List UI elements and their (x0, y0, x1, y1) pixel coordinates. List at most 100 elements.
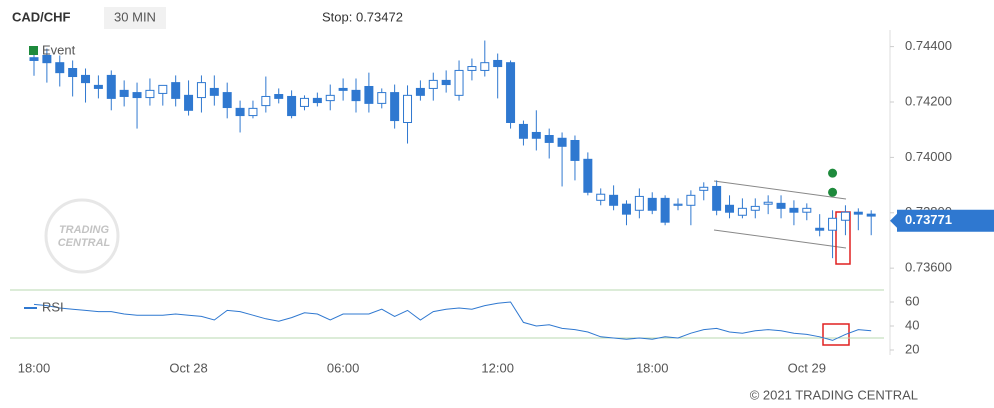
stop-level: Stop: 0.73472 (322, 9, 403, 24)
candle-body (647, 197, 657, 211)
candle-body (454, 69, 464, 96)
event-marker (828, 168, 838, 178)
watermark-ring (44, 198, 120, 274)
channel-line (713, 229, 847, 249)
candle-body (686, 194, 696, 206)
interval-box (104, 7, 166, 29)
candle-body (441, 79, 451, 86)
rsi-line (33, 301, 872, 341)
candle-body (493, 59, 503, 68)
candle-body (145, 89, 155, 99)
candle-body (274, 94, 284, 99)
candle-body (802, 207, 812, 213)
candle-body (364, 85, 374, 104)
legend-swatch (29, 46, 38, 55)
copyright: © 2021 TRADING CENTRAL (750, 387, 918, 402)
candle-body (583, 158, 593, 193)
watermark-text: CENTRAL (58, 237, 111, 249)
candle-body (737, 207, 747, 216)
candle-body (93, 84, 103, 89)
x-tick-label: 18:00 (636, 360, 669, 375)
candle-body (377, 92, 387, 104)
candle-body (132, 92, 142, 99)
candle-body (261, 95, 271, 107)
candle-body (158, 84, 168, 94)
y-tick-label: 0.74000 (905, 149, 952, 164)
candle-body (325, 94, 335, 102)
candle-body (55, 62, 65, 74)
candle-body (209, 87, 219, 96)
x-tick-label: 06:00 (327, 360, 360, 375)
candle-body (596, 193, 606, 201)
candle-body (866, 213, 876, 217)
candle-body (763, 201, 773, 205)
candle-body (29, 57, 39, 61)
candle-body (248, 107, 258, 117)
candle-body (235, 107, 245, 117)
candle-body (544, 135, 554, 143)
candle-body (480, 62, 490, 71)
candle-body (853, 211, 863, 215)
candle-body (42, 54, 52, 64)
candle-body (506, 62, 516, 123)
y-tick-label: 0.73600 (905, 260, 952, 275)
watermark-text: TRADING (59, 224, 110, 236)
watermark: TRADING CENTRAL (44, 198, 120, 274)
candle-body (776, 202, 786, 209)
candle-body (840, 211, 850, 221)
candle-body (518, 123, 528, 139)
candle-body (789, 207, 799, 213)
candle-body (184, 94, 194, 111)
candle-body (390, 92, 400, 122)
candle-body (403, 94, 413, 123)
candle-body (68, 67, 78, 78)
candle-body (750, 205, 760, 211)
x-tick-label: 18:00 (18, 360, 51, 375)
legend-label: Event (42, 42, 76, 57)
last-price-box (890, 209, 994, 232)
candle-body (287, 95, 297, 117)
candle-body (725, 204, 735, 213)
legend-label: RSI (42, 299, 64, 314)
interval: 30 MIN (114, 9, 156, 24)
last-price-label: 0.73771 (905, 212, 952, 227)
symbol: CAD/CHF (12, 9, 71, 24)
channel-line (713, 180, 847, 200)
candle-body (196, 82, 206, 99)
candle-body (351, 89, 361, 102)
candle-body (712, 185, 722, 211)
candle-body (81, 74, 91, 84)
y-tick-label: 40 (905, 317, 919, 332)
event-marker (828, 187, 838, 197)
y-tick-label: 0.74200 (905, 93, 952, 108)
candle-body (106, 74, 116, 99)
candle-body (119, 89, 129, 97)
highlight-box (822, 323, 850, 346)
candle-body (828, 217, 838, 231)
y-tick-label: 60 (905, 293, 919, 308)
y-tick-label: 0.74400 (905, 38, 952, 53)
candle-body (621, 203, 631, 215)
candle-body (634, 195, 644, 211)
x-tick-label: Oct 29 (788, 360, 826, 375)
candle-body (557, 137, 567, 147)
candle-body (338, 87, 348, 91)
candle-body (609, 194, 619, 206)
candle-body (312, 97, 322, 104)
candle-body (699, 186, 709, 191)
y-tick-label: 20 (905, 341, 919, 356)
candle-body (428, 79, 438, 89)
candle-body (171, 82, 181, 99)
candle-body (415, 87, 425, 96)
candle-body (222, 92, 232, 109)
candle-body (531, 131, 541, 139)
candle-body (299, 97, 309, 107)
x-tick-label: Oct 28 (169, 360, 207, 375)
candle-body (660, 197, 670, 223)
candle-body (673, 203, 683, 206)
candle-body (815, 227, 825, 231)
x-tick-label: 12:00 (481, 360, 514, 375)
candle-body (467, 66, 477, 71)
candle-body (570, 139, 580, 161)
